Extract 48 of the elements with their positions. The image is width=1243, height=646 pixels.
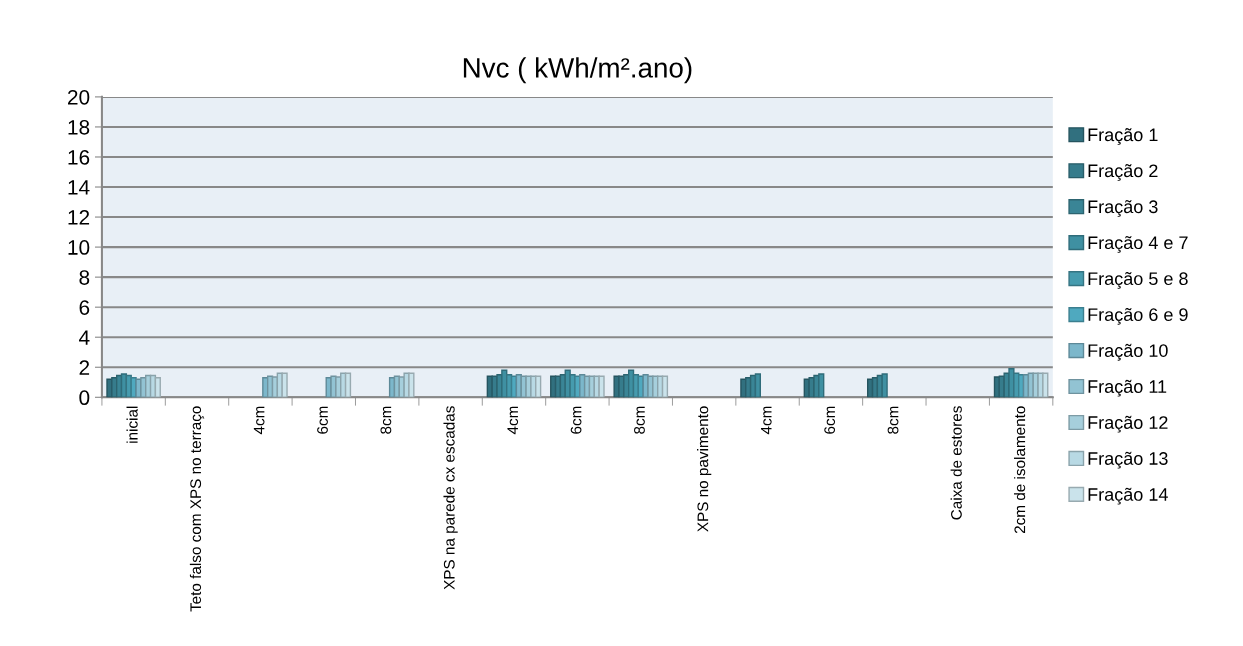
- legend-label: Fração 4 e 7: [1088, 235, 1188, 253]
- legend-label: Fração 13: [1088, 451, 1168, 469]
- y-tick-label: 12: [68, 210, 90, 225]
- y-tick-label: 0: [79, 390, 90, 406]
- bar: [1042, 372, 1049, 398]
- x-tick-label: 6cm: [824, 406, 836, 434]
- x-tick-label: 8cm: [887, 406, 899, 434]
- y-tick-label: 6: [79, 300, 90, 315]
- bar: [754, 373, 761, 398]
- legend-label: Fração 5 e 8: [1088, 271, 1188, 289]
- y-tick-label: 2: [79, 360, 90, 375]
- bar: [281, 372, 288, 398]
- legend-label: Fração 2: [1088, 164, 1158, 181]
- y-tick-label: 8: [79, 270, 90, 285]
- x-tick-label: 4cm: [507, 406, 519, 435]
- legend-label: Fração 11: [1088, 379, 1167, 397]
- x-tick-label: XPS na parede cx escadas: [443, 406, 458, 590]
- legend-label: Fração 3: [1088, 200, 1158, 217]
- x-tick-label: 8cm: [380, 406, 392, 434]
- y-tick-label: 14: [68, 180, 90, 195]
- bar: [881, 373, 888, 398]
- x-tick-label: inicial: [126, 406, 138, 443]
- legend-label: Fração 12: [1088, 415, 1168, 433]
- x-tick-label: 6cm: [570, 406, 582, 434]
- legend-label: Fração 10: [1088, 343, 1168, 361]
- x-tick-label: 8cm: [634, 406, 645, 434]
- x-tick-label: Caixa de estores: [950, 406, 962, 520]
- legend-label: Fração 14: [1088, 487, 1168, 505]
- x-tick-label: XPS no pavimento: [697, 406, 712, 532]
- x-tick-label: Teto falso com XPS no terraço: [189, 406, 205, 612]
- x-tick-label: 2cm de isolamento: [1014, 406, 1026, 534]
- x-tick-label: 4cm: [760, 406, 772, 435]
- y-tick-label: 16: [68, 149, 90, 165]
- legend-label: Fração 1: [1088, 128, 1158, 145]
- y-tick-label: 4: [79, 330, 90, 345]
- bar: [598, 375, 605, 398]
- bar: [661, 375, 669, 398]
- chart-title: Nvc ( kWh/m².ano): [463, 57, 692, 84]
- y-tick-label: 18: [68, 119, 90, 135]
- x-tick-label: 6cm: [317, 406, 328, 434]
- bar: [408, 372, 415, 398]
- bar: [154, 377, 161, 398]
- x-tick-label: 4cm: [253, 406, 265, 435]
- legend-label: Fração 6 e 9: [1088, 307, 1188, 325]
- y-tick-label: 10: [68, 240, 90, 255]
- y-tick-label: 20: [68, 89, 90, 105]
- bar: [535, 375, 542, 398]
- bar: [344, 372, 352, 398]
